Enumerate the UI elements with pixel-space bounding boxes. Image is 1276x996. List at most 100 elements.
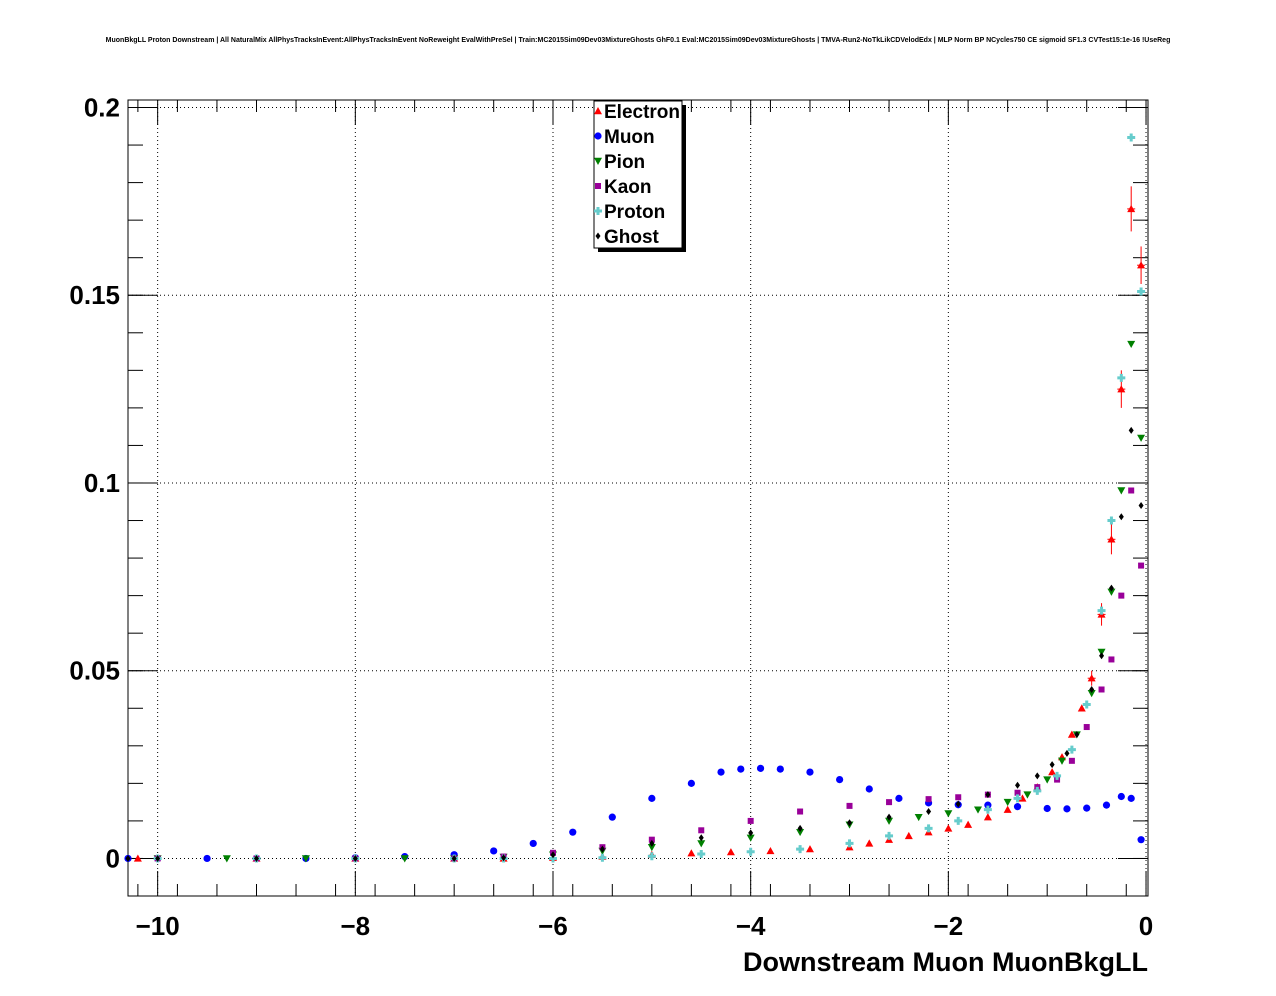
data-point xyxy=(766,846,775,855)
data-point xyxy=(1013,803,1022,811)
data-point xyxy=(647,852,656,861)
series-electron xyxy=(133,186,1146,862)
data-point xyxy=(748,829,754,837)
data-point xyxy=(1107,535,1116,543)
y-tick-label: 0 xyxy=(106,843,120,873)
data-point xyxy=(1049,761,1055,769)
data-point xyxy=(885,817,894,825)
legend-marker xyxy=(595,232,601,240)
data-point xyxy=(1128,487,1135,494)
data-point xyxy=(797,824,803,832)
data-point xyxy=(964,820,973,828)
legend-marker xyxy=(594,132,602,140)
legend-box xyxy=(593,100,683,249)
legend-label: Pion xyxy=(604,152,645,173)
data-point xyxy=(569,828,577,836)
x-tick-label: −2 xyxy=(934,911,964,941)
data-point xyxy=(796,828,805,837)
data-point xyxy=(746,834,755,842)
data-point xyxy=(746,847,755,856)
data-point xyxy=(1083,724,1090,731)
data-point xyxy=(944,824,953,832)
data-point xyxy=(1097,606,1106,615)
data-point xyxy=(1067,745,1076,754)
data-point xyxy=(1077,704,1086,712)
data-point xyxy=(1138,502,1144,510)
data-point xyxy=(133,854,142,862)
data-point xyxy=(1127,794,1135,802)
data-point xyxy=(1068,757,1075,764)
data-point xyxy=(648,794,656,802)
data-point xyxy=(747,817,754,824)
data-point xyxy=(886,813,892,821)
axis-ticks: −10 −8 −6 −4 −2 0 0 0.05 0.1 0.15 0.2 xyxy=(69,93,1153,941)
data-point xyxy=(904,831,913,840)
data-markers xyxy=(124,133,1146,863)
data-point xyxy=(954,816,963,825)
data-point xyxy=(737,765,745,773)
data-point xyxy=(1043,776,1052,784)
data-point xyxy=(776,765,784,773)
y-tick-label: 0.05 xyxy=(69,656,120,686)
data-point xyxy=(846,802,853,809)
data-point xyxy=(649,839,655,847)
data-point xyxy=(1067,730,1076,738)
legend-entry-proton: Proton xyxy=(594,202,665,223)
data-point xyxy=(1107,516,1116,525)
data-point xyxy=(155,854,161,862)
data-point xyxy=(717,768,725,776)
data-point xyxy=(1087,674,1096,682)
x-axis-title: Downstream Muon MuonBkgLL xyxy=(743,947,1148,977)
data-point xyxy=(985,791,991,799)
legend-marker xyxy=(594,157,602,165)
data-point xyxy=(845,839,854,848)
data-point xyxy=(687,779,695,787)
data-point xyxy=(895,794,903,802)
data-point xyxy=(647,843,656,852)
data-point xyxy=(1138,562,1145,569)
data-point xyxy=(726,848,735,856)
legend-label: Muon xyxy=(604,127,655,148)
data-point xyxy=(1048,768,1057,776)
series-ghost xyxy=(125,426,1144,862)
data-point xyxy=(1099,652,1105,660)
data-point xyxy=(698,827,705,834)
data-point xyxy=(1137,287,1146,296)
data-point xyxy=(944,810,953,818)
data-point xyxy=(806,768,814,776)
data-point xyxy=(1064,749,1070,757)
data-point xyxy=(983,805,992,814)
series-muon xyxy=(124,764,1145,863)
data-point xyxy=(352,854,358,862)
data-point xyxy=(1117,373,1126,382)
data-point xyxy=(836,776,844,784)
data-point xyxy=(1015,781,1021,789)
data-point xyxy=(955,794,962,801)
data-point xyxy=(598,853,607,862)
data-point xyxy=(1137,434,1146,442)
data-point xyxy=(125,854,131,862)
data-point xyxy=(914,813,923,822)
data-point xyxy=(796,845,805,854)
data-point xyxy=(974,806,982,814)
data-point xyxy=(1127,204,1136,213)
data-point xyxy=(301,855,310,863)
data-point xyxy=(865,839,874,847)
data-point xyxy=(1058,757,1067,765)
data-point xyxy=(550,851,556,859)
data-point xyxy=(983,813,992,821)
x-tick-label: −8 xyxy=(340,911,370,941)
data-point xyxy=(1117,385,1126,393)
data-point xyxy=(1063,805,1071,813)
data-point xyxy=(1137,261,1146,269)
data-point xyxy=(203,854,211,863)
data-point xyxy=(549,854,557,863)
data-point xyxy=(687,849,696,857)
data-point xyxy=(1014,789,1021,796)
x-tick-label: −10 xyxy=(136,911,180,941)
legend-label: Ghost xyxy=(604,227,660,248)
data-point xyxy=(1089,685,1095,693)
data-point xyxy=(1003,805,1012,813)
data-point xyxy=(599,845,605,853)
